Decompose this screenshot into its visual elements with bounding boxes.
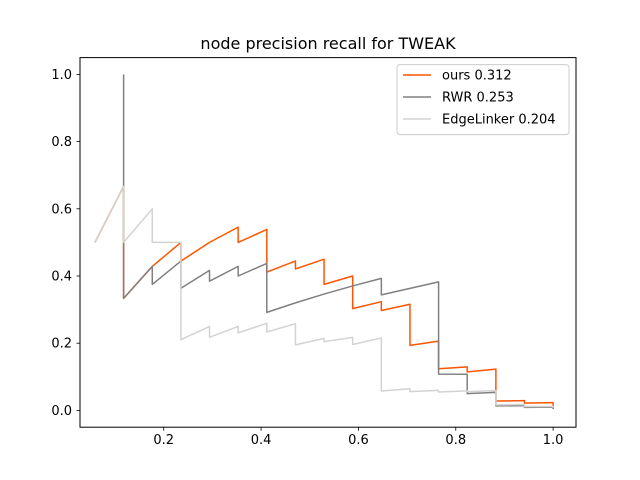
axis-layer: 0.2 0.4 0.6 0.8 1.0 0.0 0.2 0.4 0.6 0.8 1.0 bbox=[51, 68, 563, 448]
y-tick-label: 0.6 bbox=[51, 202, 72, 217]
x-tick-label: 1.0 bbox=[543, 433, 564, 448]
series-line-2 bbox=[94, 185, 554, 408]
legend-label: RWR 0.253 bbox=[442, 91, 514, 106]
y-tick-label: 0.0 bbox=[51, 404, 72, 419]
y-tick-label: 0.8 bbox=[51, 135, 72, 150]
y-tick-label: 0.4 bbox=[51, 270, 72, 285]
legend-box bbox=[396, 64, 570, 136]
legend-label: ours 0.312 bbox=[442, 69, 512, 84]
legend: ours 0.312 RWR 0.253 EdgeLinker 0.204 bbox=[396, 64, 570, 136]
x-tick-label: 0.2 bbox=[153, 433, 174, 448]
series-layer bbox=[94, 74, 554, 410]
legend-label: EdgeLinker 0.204 bbox=[442, 113, 556, 128]
x-tick-label: 0.4 bbox=[251, 433, 272, 448]
x-tick-label: 0.8 bbox=[445, 433, 466, 448]
plot-frame bbox=[79, 57, 577, 428]
series-line-0 bbox=[94, 185, 554, 409]
chart-title: node precision recall for TWEAK bbox=[200, 34, 456, 53]
y-tick-label: 1.0 bbox=[51, 68, 72, 83]
x-tick-label: 0.6 bbox=[348, 433, 369, 448]
y-tick-label: 0.2 bbox=[51, 337, 72, 352]
